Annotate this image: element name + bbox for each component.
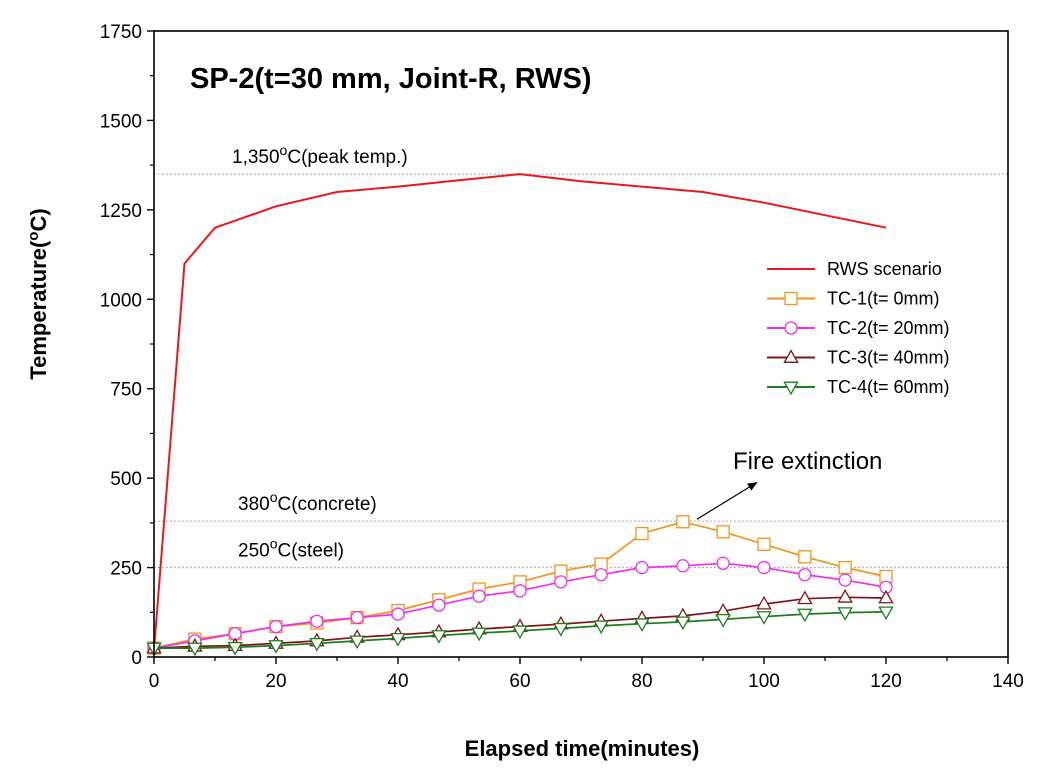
data-point-circle [554,575,568,589]
y-axis-title: Temperature(oC) [25,208,51,379]
data-point-triangle-down [268,640,284,654]
data-point-triangle-down [715,613,731,628]
reference-line-label: 380oC(concrete) [238,489,377,515]
legend-item: TC-1(t= 0mm) [767,289,940,309]
x-tick-label: 120 [870,671,902,692]
data-point-circle [432,598,446,612]
legend-label: TC-4(t= 60mm) [827,377,950,397]
legend-item: TC-2(t= 20mm) [767,318,950,338]
data-point-triangle-down [797,608,813,623]
data-point-triangle-down [431,630,447,644]
x-tick-label: 20 [265,671,286,692]
data-point-triangle-down [783,381,799,396]
data-point-triangle-down [390,632,406,647]
data-point-square [798,550,812,564]
x-tick-label: 40 [387,671,408,692]
series-layer [146,173,894,657]
fire-extinction-annotation: Fire extinction [696,448,882,520]
x-tick-label: 0 [149,671,160,692]
x-tick-label: 100 [748,671,780,692]
reference-lines: 1,350oC(peak temp.) 380oC(concrete) 250oC(… [154,142,1008,569]
data-point-triangle-up [878,589,894,604]
reference-line-label: 1,350oC(peak temp.) [232,142,408,168]
y-tick-label: 0 [131,648,142,669]
data-point-circle [350,611,364,625]
x-axis-title: Elapsed time(minutes) [465,736,700,761]
data-point-circle [594,568,608,582]
data-point-triangle-down [675,616,691,631]
data-point-circle [798,568,812,582]
legend-item: TC-4(t= 60mm) [767,377,950,397]
series-line [153,173,887,650]
data-point-triangle-down [349,635,365,650]
data-point-circle [391,607,405,621]
data-point-circle [635,560,649,575]
data-point-triangle-down [309,637,325,652]
series-1 [153,173,887,650]
data-point-square [838,560,852,575]
y-tick-label: 1250 [100,201,142,222]
data-point-triangle-up [783,349,799,363]
data-point-circle [676,559,690,573]
data-point-square [635,526,649,541]
x-tick-label: 60 [509,671,530,692]
data-point-triangle-down [837,607,853,621]
data-point-triangle-up [837,589,853,603]
series-3 [147,556,893,655]
data-point-triangle-down [756,611,772,625]
fire-extinction-label: Fire extinction [733,448,882,475]
series-5 [146,606,894,657]
data-point-circle [269,619,283,634]
y-tick-label: 750 [110,380,142,401]
axis-ticks: 0 20 40 60 80 100 120 140 0 250 500 750 1000 1250 1500… [100,22,1024,692]
data-point-triangle-down [227,641,243,656]
series-4 [146,589,894,654]
legend-label: TC-2(t= 20mm) [827,318,950,338]
y-tick-label: 250 [110,559,142,580]
data-point-circle [757,560,771,575]
data-point-triangle-down [878,606,894,621]
data-point-triangle-down [471,627,487,642]
data-point-triangle-up [756,595,772,610]
plot-frame [153,30,1009,658]
x-tick-label: 80 [631,671,652,692]
fire-extinction-arrow [696,481,758,520]
chart-title: SP-2(t=30 mm, Joint-R, RWS) [190,63,592,95]
data-point-square [676,515,690,529]
data-point-circle [838,573,852,587]
legend-label: RWS scenario [827,259,942,279]
legend-label: TC-1(t= 0mm) [827,289,940,309]
legend: RWS scenario TC-1(t= 0mm) TC-2(t= 20mm) TC-… [767,259,950,397]
y-tick-label: 1000 [100,290,142,311]
data-point-triangle-down [634,618,650,632]
y-tick-label: 1500 [100,111,142,132]
data-point-square [716,525,730,539]
data-point-triangle-down [187,642,203,657]
legend-item: TC-3(t= 40mm) [767,348,950,368]
data-point-circle [784,321,798,335]
data-point-triangle-down [553,622,569,637]
legend-item: RWS scenario [767,259,942,279]
data-point-circle [472,589,486,603]
data-point-circle [513,584,527,598]
data-point-triangle-down [593,620,609,635]
data-point-square [784,291,798,306]
y-tick-label: 500 [110,469,142,490]
data-point-circle [310,614,324,628]
legend-label: TC-3(t= 40mm) [827,348,950,368]
data-point-triangle-down [512,625,528,640]
y-tick-label: 1750 [100,22,142,43]
data-point-square [757,537,771,551]
reference-line-label: 250oC(steel) [238,536,344,562]
data-point-circle [716,556,730,570]
data-point-triangle-up [797,590,813,605]
x-tick-label: 140 [992,671,1024,692]
